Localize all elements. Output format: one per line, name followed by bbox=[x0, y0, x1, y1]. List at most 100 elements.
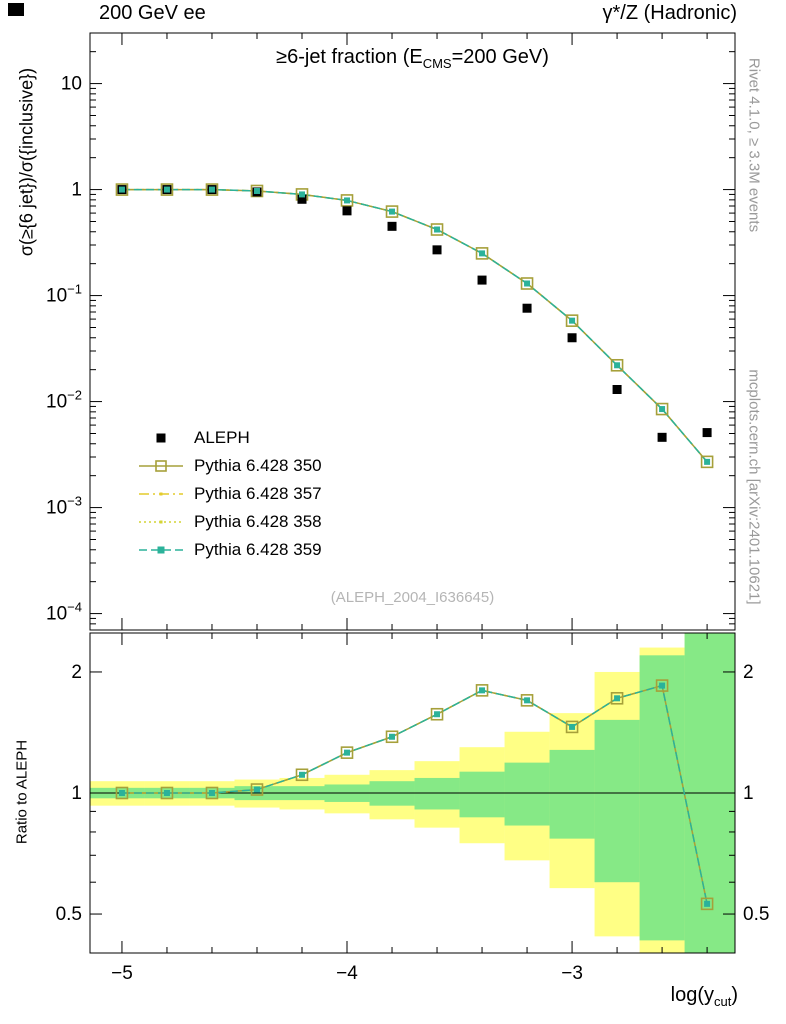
marker-ratio-pythia-350 bbox=[340, 746, 354, 759]
marker-pythia-350 bbox=[610, 358, 624, 372]
marker-ratio-pythia-350 bbox=[565, 720, 579, 734]
marker-pythia-359 bbox=[704, 458, 711, 465]
ratio-band-green bbox=[459, 771, 505, 818]
marker-ratio-pythia-350 bbox=[610, 692, 624, 705]
curve-main-pythia-6.428-357 bbox=[121, 188, 708, 463]
marker-pythia-350 bbox=[655, 402, 669, 416]
marker-aleph bbox=[297, 194, 307, 204]
marker-ratio-pythia-350 bbox=[115, 786, 129, 800]
x-axis-label-tail: ) bbox=[731, 984, 738, 1006]
marker-ratio-pythia-350 bbox=[205, 786, 219, 800]
legend-label: Pythia 6.428 357 bbox=[194, 484, 322, 503]
marker-aleph bbox=[477, 275, 487, 285]
tick-label: −5 bbox=[111, 963, 133, 984]
marker-ratio-pythia-359 bbox=[569, 723, 576, 730]
marker-pythia-350 bbox=[430, 223, 444, 236]
tick-label: 10−1 bbox=[46, 282, 82, 307]
ratio-y-axis-label: Ratio to ALEPH bbox=[13, 739, 31, 845]
marker-ratio-pythia-350 bbox=[655, 679, 669, 692]
curve-main-pythia-6.428-358 bbox=[121, 188, 708, 463]
ratio-band-green bbox=[594, 719, 640, 883]
marker-aleph bbox=[342, 206, 352, 216]
tick-label: 0.5 bbox=[56, 904, 82, 925]
tick-label: 2 bbox=[71, 662, 82, 683]
marker-pythia-359 bbox=[344, 197, 351, 204]
plot-title-subscript: CMS bbox=[422, 56, 452, 71]
marker-ratio-pythia-350 bbox=[160, 786, 174, 800]
marker-pythia-359 bbox=[524, 280, 531, 287]
marker-aleph bbox=[612, 385, 622, 395]
marker-pythia-350 bbox=[565, 314, 579, 327]
marker-ratio-pythia-359 bbox=[298, 771, 305, 778]
marker-pythia-350 bbox=[475, 247, 489, 260]
legend-item-pythia-359: Pythia 6.428 359 bbox=[138, 536, 322, 564]
marker-aleph bbox=[567, 333, 577, 343]
marker-ratio-pythia-359 bbox=[524, 697, 531, 704]
marker-pythia-350 bbox=[250, 184, 264, 198]
marker-pythia-359 bbox=[434, 226, 441, 233]
tick-label: 10−2 bbox=[46, 388, 82, 413]
legend-swatch-pythia-359 bbox=[139, 546, 183, 554]
marker-ratio-pythia-359 bbox=[389, 733, 396, 740]
marker-ratio-pythia-350 bbox=[250, 783, 264, 796]
tick-label: 10−4 bbox=[46, 600, 82, 625]
curve-main-pythia-6.428-350 bbox=[121, 188, 708, 463]
marker-aleph bbox=[432, 245, 442, 255]
header-process-label: γ*/Z (Hadronic) bbox=[602, 2, 737, 24]
legend-item-pythia-358: Pythia 6.428 358 bbox=[138, 508, 322, 536]
curve-main-pythia-6.428-359 bbox=[121, 188, 708, 463]
plot-title-text: ≥6-jet fraction (E bbox=[276, 46, 423, 68]
ratio-band-green bbox=[639, 655, 685, 941]
marker-ratio-pythia-350 bbox=[520, 694, 534, 707]
marker-ratio-pythia-359 bbox=[253, 786, 260, 793]
marker-ratio-pythia-359 bbox=[344, 749, 351, 756]
ratio-band-green bbox=[504, 762, 550, 826]
corner-marker bbox=[8, 3, 24, 16]
marker-ratio-pythia-359 bbox=[434, 711, 441, 718]
marker-aleph bbox=[702, 428, 712, 438]
marker-ratio-pythia-350 bbox=[295, 768, 309, 782]
tick-label: −4 bbox=[336, 963, 358, 984]
tick-label: 1 bbox=[71, 783, 82, 804]
tick-label: 2 bbox=[743, 662, 754, 683]
marker-aleph bbox=[657, 432, 667, 442]
marker-pythia-359 bbox=[659, 406, 666, 413]
marker-pythia-359 bbox=[614, 362, 621, 369]
marker-ratio-pythia-359 bbox=[118, 790, 125, 796]
plot-title: ≥6-jet fraction (ECMS=200 GeV) bbox=[90, 46, 735, 71]
analysis-watermark: (ALEPH_2004_I636645) bbox=[330, 589, 495, 606]
data-markers bbox=[115, 183, 714, 911]
legend-swatch-pythia-350 bbox=[139, 460, 183, 472]
mcplots-credit-label: mcplots.cern.ch [arXiv:2401.10621] bbox=[745, 369, 763, 605]
legend-label: Pythia 6.428 350 bbox=[194, 456, 322, 475]
legend-item-aleph: ALEPH bbox=[138, 424, 322, 452]
marker-pythia-350 bbox=[160, 183, 174, 196]
tick-label: 10 bbox=[61, 74, 82, 95]
marker-pythia-359 bbox=[569, 317, 576, 324]
marker-pythia-350 bbox=[700, 455, 714, 469]
legend-swatch-pythia-358 bbox=[139, 520, 183, 524]
legend-item-pythia-357: Pythia 6.428 357 bbox=[138, 480, 322, 508]
marker-ratio-pythia-350 bbox=[385, 730, 399, 744]
marker-pythia-350 bbox=[205, 183, 219, 196]
ratio-band-green bbox=[549, 749, 595, 839]
marker-pythia-359 bbox=[253, 187, 260, 194]
marker-aleph bbox=[522, 303, 532, 313]
marker-pythia-359 bbox=[163, 186, 170, 193]
legend-label: Pythia 6.428 358 bbox=[194, 512, 322, 531]
tick-label: 10−3 bbox=[46, 494, 82, 519]
axis-tick-labels: 10 1 10−1 10−2 10−3 10−4 0.5 0.5 1 1 2 2 −5 −4 −3 bbox=[46, 74, 769, 984]
rivet-version-label: Rivet 4.1.0, ≥ 3.3M events bbox=[745, 57, 763, 233]
marker-ratio-pythia-350 bbox=[475, 684, 489, 697]
marker-ratio-pythia-350 bbox=[430, 707, 444, 721]
marker-pythia-359 bbox=[479, 250, 486, 257]
marker-pythia-350 bbox=[115, 183, 129, 196]
tick-label: 1 bbox=[743, 783, 754, 804]
curve-ratio-pythia-6.428-359 bbox=[121, 684, 708, 905]
marker-ratio-pythia-359 bbox=[479, 687, 486, 694]
marker-pythia-359 bbox=[208, 186, 215, 193]
marker-pythia-350 bbox=[385, 205, 399, 218]
x-axis-label: log(ycut) bbox=[671, 984, 738, 1009]
